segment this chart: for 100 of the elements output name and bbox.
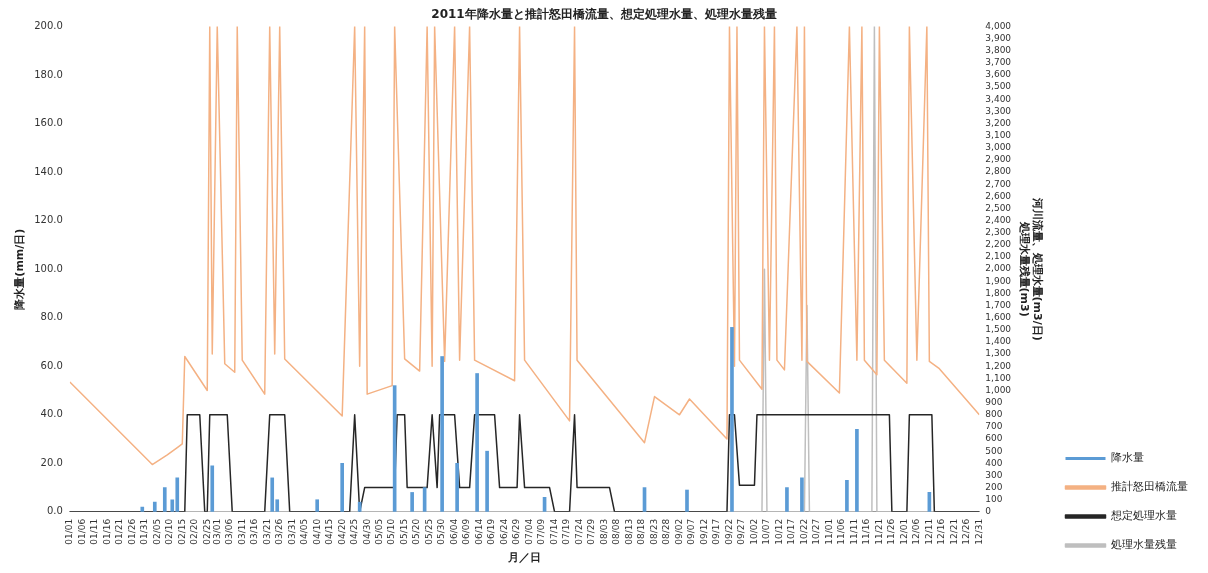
bar: [855, 429, 859, 512]
x-tick-label: 11/01: [823, 518, 834, 545]
y-tick-label: 20.0: [40, 456, 63, 468]
y-tick-label: 120.0: [34, 214, 63, 226]
bar: [357, 501, 362, 512]
y2-tick-label: 800: [985, 409, 1003, 420]
y-tick-label: 160.0: [34, 117, 63, 129]
y2-tick-label: 3,100: [985, 129, 1012, 140]
x-tick-label: 04/05: [299, 518, 310, 545]
legend-label: 処理水量残量: [1111, 538, 1177, 552]
x-tick-label: 10/27: [811, 518, 822, 545]
x-tick-label: 11/26: [886, 518, 897, 545]
bar: [845, 479, 849, 512]
x-tick-label: 09/22: [723, 518, 734, 545]
bar: [410, 492, 414, 512]
y2-tick-label: 2,700: [985, 178, 1012, 189]
x-axis-title: 月／日: [507, 551, 542, 565]
x-tick-label: 09/17: [711, 518, 722, 545]
y2-axis-title: 河川流量、処理水量(m3/日) 処理水量残量(m3): [1017, 196, 1045, 341]
bar: [800, 477, 804, 512]
y2-tick-label: 1,400: [985, 336, 1012, 347]
bar: [340, 462, 345, 512]
x-tick-label: 01/01: [64, 518, 75, 545]
bar: [485, 450, 489, 512]
y2-tick-label: 200: [985, 481, 1003, 492]
x-tick-label: 08/18: [636, 518, 647, 545]
bar: [162, 487, 167, 512]
x-tick-label: 05/30: [436, 518, 447, 545]
x-tick-label: 06/19: [486, 518, 497, 545]
x-tick-label: 09/07: [686, 518, 697, 545]
y2-tick-label: 3,800: [985, 45, 1012, 56]
x-tick-label: 08/03: [598, 518, 609, 545]
y-tick-label: 60.0: [40, 359, 63, 371]
y2-tick-label: 1,600: [985, 312, 1012, 323]
bar: [152, 501, 157, 512]
y2-tick-label: 2,500: [985, 202, 1012, 213]
y2-tick-label: 1,800: [985, 287, 1012, 298]
x-tick-label: 11/06: [836, 518, 847, 545]
x-tick-label: 03/11: [236, 518, 247, 545]
x-tick-label: 07/14: [548, 518, 559, 545]
x-tick-label: 08/28: [661, 518, 672, 545]
y2-tick-label: 1,200: [985, 360, 1012, 371]
bar: [210, 465, 215, 512]
x-tick-label: 04/20: [336, 518, 347, 545]
y2-tick-label: 3,700: [985, 57, 1012, 68]
y2-tick-label: 1,100: [985, 372, 1012, 383]
x-tick-label: 08/08: [611, 518, 622, 545]
y2-tick-label: 2,900: [985, 154, 1012, 165]
x-tick-label: 01/31: [139, 518, 150, 545]
y2-tick-label: 100: [985, 494, 1003, 505]
y2-tick-label: 600: [985, 433, 1003, 444]
y2-tick-label: 1,900: [985, 275, 1012, 286]
y2-tick-label: 3,600: [985, 69, 1012, 80]
x-tick-label: 06/04: [448, 518, 459, 545]
x-tick-label: 05/15: [398, 518, 409, 545]
y-axis-title: 降水量(mm/日): [13, 228, 27, 310]
y2-tick-label: 3,500: [985, 81, 1012, 92]
y-tick-label: 180.0: [34, 68, 63, 80]
x-tick-label: 02/25: [201, 518, 212, 545]
x-tick-label: 04/30: [361, 518, 372, 545]
y2-tick-label: 500: [985, 445, 1003, 456]
x-tick-label: 12/11: [923, 518, 934, 545]
x-tick-label: 02/05: [151, 518, 162, 545]
y2-tick-label: 2,600: [985, 190, 1012, 201]
x-tick-label: 09/27: [736, 518, 747, 545]
bar: [475, 373, 479, 512]
x-tick-label: 10/12: [773, 518, 784, 545]
x-tick-label: 06/14: [473, 518, 484, 545]
x-tick-label: 04/25: [349, 518, 360, 545]
bar: [730, 327, 734, 512]
y2-tick-label: 3,900: [985, 32, 1012, 43]
x-tick-label: 06/24: [498, 518, 509, 545]
y2-tick-label: 2,100: [985, 251, 1012, 262]
y2-tick-label: 2,400: [985, 214, 1012, 225]
y2-tick-label: 1,500: [985, 324, 1012, 335]
y2-tick-label: 2,300: [985, 227, 1012, 238]
y-tick-label: 140.0: [34, 165, 63, 177]
x-tick-label: 05/05: [374, 518, 384, 545]
x-tick-label: 02/10: [164, 518, 175, 545]
x-tick-label: 05/25: [423, 518, 434, 545]
bar: [785, 487, 789, 512]
y2-tick-label: 3,000: [985, 142, 1012, 153]
x-tick-label: 07/24: [573, 518, 584, 545]
x-tick-label: 01/11: [89, 518, 100, 545]
x-tick-label: 12/21: [948, 518, 959, 545]
x-tick-label: 12/26: [961, 518, 972, 545]
y2-tick-label: 900: [985, 396, 1003, 407]
x-tick-label: 10/07: [761, 518, 772, 545]
y2-tick-label: 1,700: [985, 299, 1012, 310]
x-tick-label: 10/02: [748, 518, 759, 545]
y2-tick-label: 2,800: [985, 166, 1012, 177]
x-tick-label: 03/26: [274, 518, 285, 545]
y2-tick-label: 2,200: [985, 239, 1012, 250]
x-tick-label: 05/10: [386, 518, 397, 545]
x-tick-label: 10/22: [798, 518, 809, 545]
x-tick-label: 01/06: [76, 518, 87, 545]
x-tick-label: 12/31: [973, 518, 984, 545]
y2-tick-label: 400: [985, 457, 1003, 468]
x-tick-label: 07/04: [523, 518, 534, 545]
y2-tick-label: 1,300: [985, 348, 1012, 359]
